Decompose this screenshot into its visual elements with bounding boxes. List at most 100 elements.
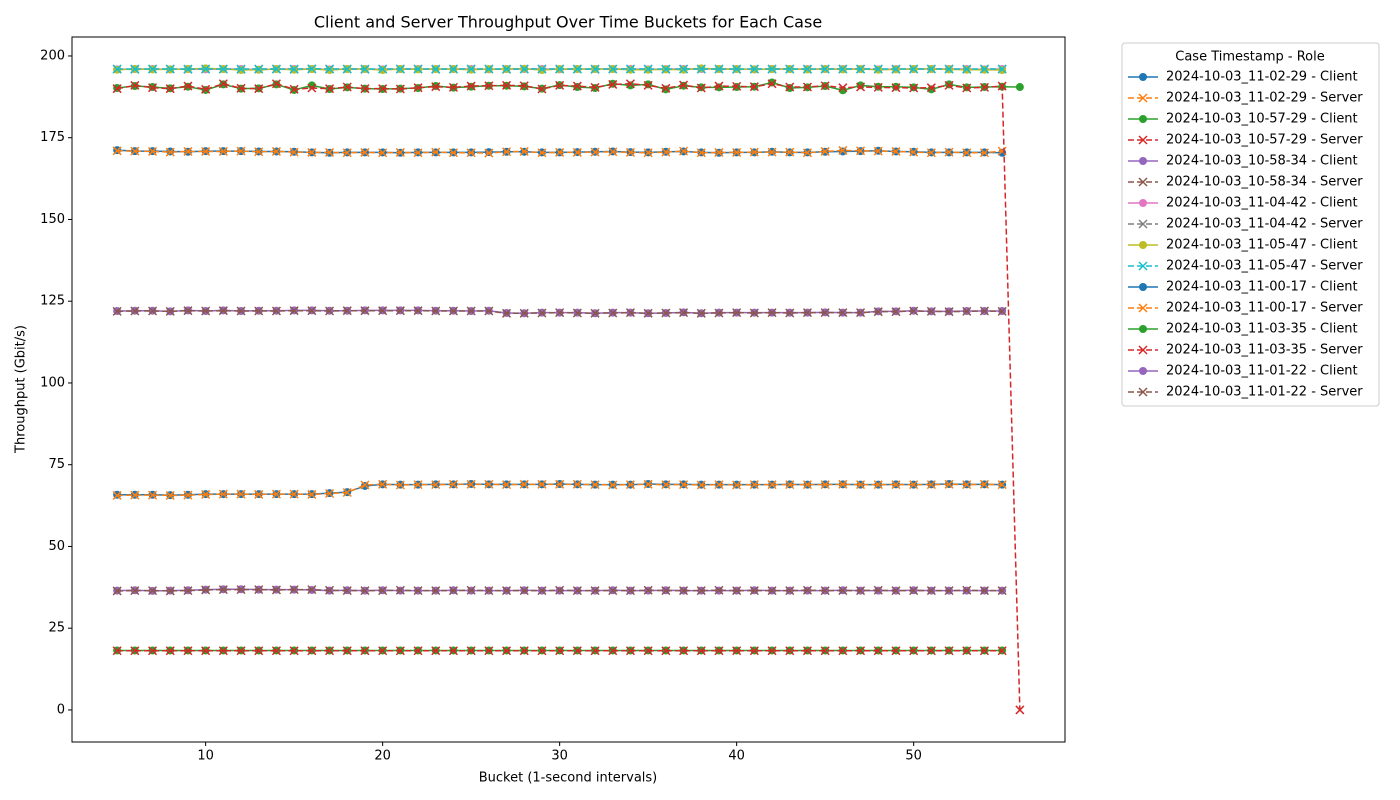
marker [183, 146, 193, 156]
marker [360, 306, 370, 316]
marker [608, 480, 618, 490]
marker [714, 81, 724, 91]
x-axis-label: Bucket (1-second intervals) [479, 771, 658, 786]
marker [909, 147, 919, 157]
marker [519, 479, 529, 489]
marker [891, 307, 901, 317]
marker [413, 64, 423, 74]
marker [962, 646, 972, 656]
marker [555, 479, 565, 489]
marker [271, 585, 281, 595]
marker [696, 646, 706, 656]
marker [112, 490, 122, 500]
legend-marker [1138, 219, 1148, 229]
marker [749, 480, 759, 490]
marker [537, 586, 547, 596]
marker [165, 147, 175, 157]
marker [537, 646, 547, 656]
marker [838, 479, 848, 489]
marker [112, 64, 122, 74]
marker [785, 82, 795, 92]
marker [768, 78, 777, 87]
marker [590, 586, 600, 596]
x-tick-label: 10 [197, 749, 214, 764]
y-tick-label: 200 [40, 48, 65, 63]
marker [537, 479, 547, 489]
marker [856, 308, 866, 318]
marker [112, 646, 122, 656]
marker [661, 64, 671, 74]
legend-label: 2024-10-03_11-00-17 - Client [1166, 280, 1358, 295]
marker [873, 64, 883, 74]
marker [466, 64, 476, 74]
marker [732, 147, 742, 157]
marker [749, 586, 759, 596]
marker [909, 586, 919, 596]
marker [254, 64, 264, 74]
marker [325, 646, 335, 656]
marker [979, 479, 989, 489]
marker [998, 148, 1007, 157]
marker [572, 586, 582, 596]
marker [767, 147, 777, 157]
marker [926, 306, 936, 316]
marker [502, 586, 512, 596]
plot-area [112, 64, 1025, 715]
marker [997, 646, 1007, 656]
marker [448, 646, 458, 656]
marker [448, 306, 458, 316]
marker [997, 81, 1007, 91]
marker [466, 306, 476, 316]
marker [891, 83, 901, 93]
y-tick-label: 100 [40, 375, 65, 390]
marker [148, 646, 158, 656]
marker [891, 586, 901, 596]
marker [431, 646, 441, 656]
marker [732, 480, 742, 490]
marker [643, 646, 653, 656]
marker [448, 64, 458, 74]
marker [926, 148, 936, 158]
marker [944, 646, 954, 656]
marker [165, 64, 175, 74]
marker [696, 480, 706, 490]
marker [183, 490, 193, 500]
marker [413, 148, 423, 158]
marker [130, 586, 140, 596]
y-tick-label: 50 [48, 539, 65, 554]
marker [820, 308, 830, 318]
marker [732, 586, 742, 596]
marker [236, 64, 246, 74]
marker [590, 147, 600, 157]
marker [802, 308, 812, 318]
marker [679, 586, 689, 596]
marker [926, 64, 936, 74]
x-tick-label: 40 [728, 749, 745, 764]
marker [820, 64, 830, 74]
marker [555, 64, 565, 74]
marker [148, 306, 158, 316]
marker [218, 306, 228, 316]
marker [448, 479, 458, 489]
marker [395, 480, 405, 490]
marker [625, 480, 635, 490]
marker [696, 148, 706, 158]
marker [1015, 83, 1024, 92]
marker [856, 146, 866, 156]
marker [856, 82, 866, 92]
marker [236, 489, 246, 499]
y-tick-label: 150 [40, 212, 65, 227]
marker [395, 585, 405, 595]
marker [997, 586, 1007, 596]
marker [271, 64, 281, 74]
legend-marker [1138, 345, 1148, 355]
marker [431, 64, 441, 74]
marker [342, 646, 352, 656]
marker [944, 307, 954, 317]
marker [519, 64, 529, 74]
marker [112, 306, 122, 316]
legend-label: 2024-10-03_11-03-35 - Server [1166, 343, 1363, 358]
marker [767, 64, 777, 74]
marker [130, 306, 140, 316]
marker [838, 308, 848, 318]
